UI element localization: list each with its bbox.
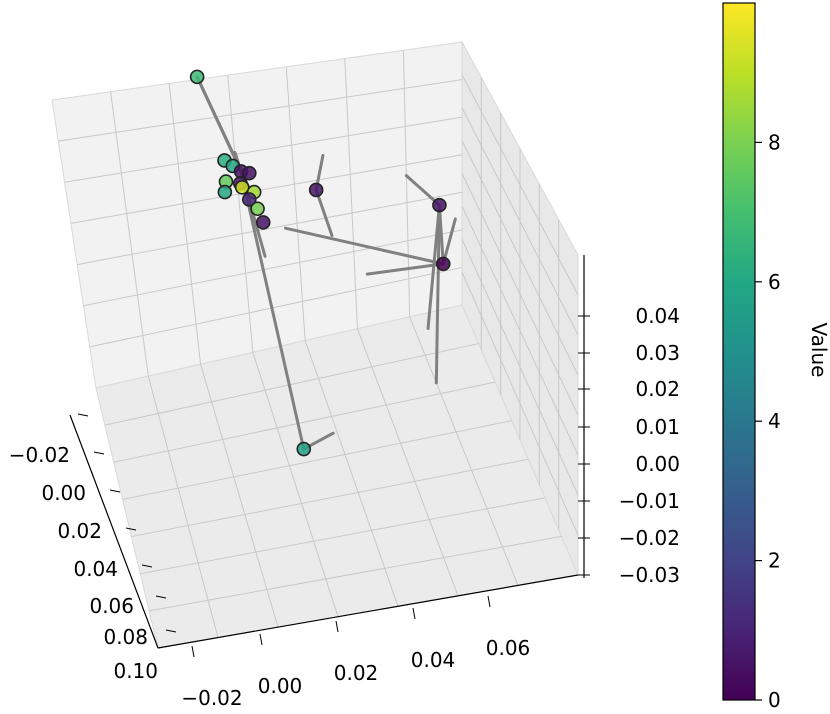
gridline: [147, 376, 219, 638]
axes-lines: [69, 255, 585, 649]
data-point: [296, 441, 312, 457]
gridline: [58, 79, 463, 142]
y-tick-label: 0.02: [334, 661, 379, 685]
data-point: [189, 69, 205, 85]
colorbar-tick-label: 6: [768, 270, 781, 294]
z-tick-label: −0.02: [619, 526, 680, 550]
data-point: [250, 201, 265, 217]
x-tick-label: 0.06: [89, 594, 134, 618]
x-tick-label: 0.02: [57, 519, 102, 543]
data-point: [432, 197, 447, 213]
data-point: [255, 215, 271, 230]
x-tick-label: −0.02: [9, 443, 70, 467]
z-tick-label: 0.03: [635, 341, 680, 365]
connection-line: [314, 188, 334, 238]
x-axis-line: [69, 414, 159, 649]
colorbar: 0 2 4 6 8 Value: [722, 2, 830, 712]
gridline: [64, 116, 463, 183]
gridline: [149, 535, 562, 612]
gridline: [285, 66, 306, 341]
gridline: [304, 340, 399, 607]
colorbar-tick-label: 4: [768, 409, 781, 433]
y-tick-label: 0.04: [411, 648, 456, 672]
z-tick-label: 0.00: [635, 452, 680, 476]
y-tick-mark: [335, 620, 339, 633]
x-tick-label: 0.10: [113, 659, 158, 683]
gridline: [200, 364, 279, 628]
data-point: [308, 182, 324, 198]
colorbar-tick-label: 0: [768, 688, 781, 710]
x-tick-label: 0.08: [103, 625, 148, 649]
data-point: [241, 165, 257, 181]
colorbar-gradient: [722, 2, 756, 701]
gridline: [252, 352, 339, 617]
colorbar-tick-label: 2: [768, 549, 781, 573]
colorbar-label: Value: [807, 323, 830, 378]
connection-line: [441, 217, 457, 266]
gridline: [122, 420, 512, 500]
connection-line: [426, 203, 441, 330]
y-tick-mark: [259, 633, 263, 646]
y-tick-label: 0.00: [258, 674, 303, 698]
x-tick-mark: [141, 564, 153, 568]
connection-line: [404, 174, 441, 207]
connection-line: [239, 169, 306, 451]
z-tick-label: 0.01: [635, 415, 680, 439]
z-tick-label: −0.01: [619, 489, 680, 513]
axes-ticks: −0.02 0.00 0.02 0.04 0.06 0.08 0.10 −0.02 0.00 0.…: [9, 304, 680, 710]
x-tick-mark: [125, 527, 137, 531]
gridline: [168, 83, 202, 365]
gridline: [110, 91, 149, 377]
z-tick-label: −0.03: [619, 563, 680, 587]
data-point: [241, 192, 257, 207]
z-tick-label: 0.02: [635, 377, 680, 401]
y-tick-label: −0.02: [181, 686, 242, 710]
gridline: [140, 497, 545, 575]
x-tick-mark: [109, 489, 121, 493]
x-tick-label: 0.00: [41, 481, 86, 505]
x-tick-mark: [155, 595, 167, 599]
y-axis-line: [157, 574, 579, 649]
y-tick-mark: [487, 595, 491, 608]
y-tick-mark: [412, 607, 416, 620]
axes-panes: [51, 41, 579, 649]
colorbar-ticks: 0 2 4 6 8: [755, 130, 781, 712]
connection-line: [283, 226, 445, 266]
gridline: [89, 266, 463, 348]
gridline: [402, 50, 411, 317]
x-tick-mark: [77, 413, 89, 417]
x-tick-label: 0.04: [73, 557, 118, 581]
gridline: [83, 229, 463, 307]
data-point: [234, 179, 250, 195]
gridline: [70, 154, 463, 224]
gridline: [409, 316, 519, 586]
axes-gridlines: [58, 50, 579, 638]
gridline: [77, 191, 463, 266]
connection-line: [434, 203, 441, 385]
data-point: [217, 184, 233, 200]
gridline: [227, 75, 254, 353]
z-tick-label: 0.04: [635, 304, 680, 328]
colorbar-tick-label: 8: [768, 130, 781, 154]
x-tick-mark: [93, 451, 105, 455]
gridline: [104, 343, 479, 426]
connection-line: [365, 262, 445, 276]
data-point: [435, 256, 451, 272]
data-points: [189, 69, 451, 457]
gridline: [344, 58, 358, 329]
y-tick-label: 0.06: [486, 636, 531, 660]
gridline: [113, 381, 496, 463]
gridline: [131, 458, 529, 538]
y-tick-mark: [191, 645, 195, 658]
x-tick-mark: [165, 629, 177, 633]
gridline: [356, 328, 459, 597]
